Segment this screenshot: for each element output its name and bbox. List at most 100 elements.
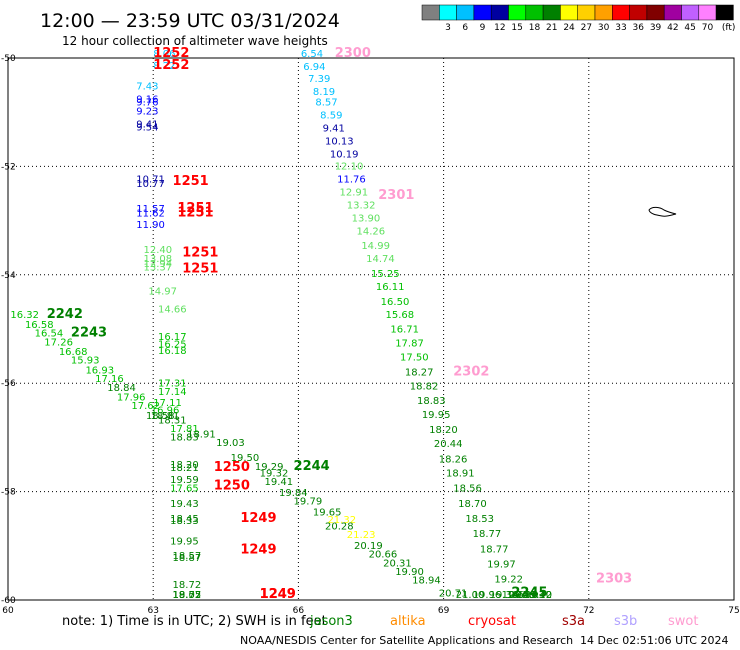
wave-height-value: 16.93 [85, 365, 114, 376]
wave-height-value: 18.70 [458, 499, 487, 510]
scale-swatch [473, 4, 492, 21]
satellite-legend: jason3 altika cryosat s3a s3b swot [309, 614, 698, 629]
wave-height-value: 18.82 [410, 382, 439, 393]
grid-lines [8, 58, 734, 600]
wave-height-value: 19.95 [422, 410, 451, 421]
color-scale: 3 6 9 12 15 18 21 24 27 30 33 36 39 42 45 70 (ft) [421, 4, 735, 33]
pass-labels: 1252125212511251125112511251224222431250… [47, 46, 633, 602]
wave-height-value: 9.41 [323, 124, 345, 135]
wave-height-value: 20.28 [325, 522, 354, 533]
wave-height-value: 18.33 [170, 516, 199, 527]
scale-label: 36 [633, 23, 645, 33]
pass-number-label: 2303 [596, 572, 632, 587]
wave-height-value: 18.55 [173, 590, 202, 601]
wave-height-value: 18.81 [151, 411, 180, 422]
wave-height-value: 17.62 [131, 401, 160, 412]
wave-height-value: 11.57 [136, 204, 165, 215]
wave-height-value: 19.07 [173, 590, 202, 601]
wave-height-value: 18.91 [446, 468, 475, 479]
pass-number-label: 1252 [153, 46, 189, 61]
wave-height-value: 17.16 [95, 374, 124, 385]
wave-height-value: 19.03 [216, 438, 245, 449]
wave-height-value: 18.83 [417, 396, 446, 407]
wave-height-value: 14.26 [356, 227, 385, 238]
wave-height-value: 18.94 [412, 576, 441, 587]
scale-label: 12 [494, 23, 505, 33]
wave-height-value: 18.77 [473, 529, 502, 540]
wave-height-value: 17.81 [170, 424, 199, 435]
x-tick-label: 72 [583, 606, 594, 616]
wave-height-value: 8.59 [320, 111, 342, 122]
pass-number-label: 2301 [378, 188, 414, 203]
wave-height-value: 19.97 [487, 559, 516, 570]
wave-height-value: 14.74 [366, 254, 395, 265]
wave-height-value: 16.96 [151, 406, 180, 417]
wave-height-value: 21.00 [456, 590, 485, 601]
wave-height-value: 11.90 [136, 220, 165, 231]
wave-height-value: 6.94 [303, 62, 325, 73]
wave-height-value: 13.08 [144, 254, 173, 265]
island-outline [648, 206, 677, 217]
wave-height-value: 12.91 [340, 188, 369, 199]
wave-height-value: 17.87 [395, 338, 424, 349]
satellite-legend-item: s3b [614, 614, 637, 629]
satellite-legend-item: swot [668, 614, 698, 629]
wave-height-value: 17.11 [153, 398, 182, 409]
wave-height-value: 10.71 [136, 175, 165, 186]
wave-height-value: 19.22 [494, 575, 523, 586]
scale-label: 70 [702, 23, 714, 33]
wave-height-value: 19.41 [265, 477, 294, 488]
wave-height-value: 18.20 [429, 425, 458, 436]
wave-height-value: 13.90 [352, 214, 381, 225]
scale-label: 3 [445, 23, 451, 33]
scale-swatch [698, 4, 717, 21]
y-tick-label: -52 [1, 162, 16, 172]
y-tick-label: -50 [1, 54, 16, 64]
wave-height-value: 9.23 [136, 106, 158, 117]
scale-label: 27 [581, 23, 592, 33]
y-tick-labels: -50 -52 -54 -56 -58 -60 [1, 54, 16, 606]
satellite-legend-item: altika [390, 614, 426, 629]
scale-swatch [525, 4, 544, 21]
wave-height-value: 19.36 [490, 590, 519, 601]
wave-height-value: 9.16 [136, 94, 158, 105]
wave-height-value: 8.57 [315, 98, 337, 109]
wave-height-value: 19.40 [523, 590, 552, 601]
wave-height-value: 20.31 [383, 558, 412, 569]
scale-label: 30 [598, 23, 610, 33]
wave-height-value: 18.72 [173, 580, 202, 591]
pass-number-label: 2244 [294, 459, 330, 474]
y-tick-label: -54 [1, 271, 16, 281]
scale-label: 33 [615, 23, 626, 33]
scale-label: 42 [667, 23, 678, 33]
wave-height-value: 8.19 [313, 87, 335, 98]
pass-number-label: 2245 [511, 586, 547, 601]
wave-height-value: 14.99 [361, 241, 390, 252]
wave-height-value: 16.71 [390, 324, 419, 335]
wave-height-value: 18.91 [187, 429, 216, 440]
wave-height-value: 9.54 [136, 123, 158, 134]
pass-number-label: 1251 [177, 205, 213, 220]
scale-label: 21 [546, 23, 557, 33]
wave-height-value: 10.19 [330, 150, 359, 161]
wave-height-value: 8.06 [153, 49, 175, 60]
scale-swatch [663, 4, 682, 21]
wave-height-value: 17.26 [44, 337, 73, 348]
wave-height-value: 12.10 [335, 162, 364, 173]
wave-height-value: 15.93 [71, 356, 100, 367]
scale-swatch [681, 4, 700, 21]
scale-label: 15 [511, 23, 522, 33]
wave-height-value: 18.56 [453, 484, 482, 495]
x-tick-label: 69 [438, 606, 450, 616]
pass-number-label: 1249 [260, 587, 296, 602]
x-tick-label: 60 [2, 606, 14, 616]
wave-height-value: 17.14 [158, 387, 187, 398]
scale-swatch [456, 4, 475, 21]
scale-swatch [594, 4, 613, 21]
wave-height-value: 17.31 [158, 378, 187, 389]
wave-height-value: 14.66 [158, 305, 187, 316]
wave-height-value: 16.32 [10, 310, 39, 321]
x-tick-label: 66 [293, 606, 305, 616]
wave-height-value: 18.27 [405, 368, 434, 379]
wave-height-value: 18.72 [173, 590, 202, 601]
